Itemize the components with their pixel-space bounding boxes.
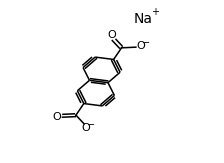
Text: O: O xyxy=(107,30,116,40)
Text: +: + xyxy=(151,7,159,17)
Text: −: − xyxy=(87,120,95,130)
Text: O: O xyxy=(137,41,146,51)
Text: −: − xyxy=(142,38,150,48)
Text: O: O xyxy=(52,112,61,122)
Text: O: O xyxy=(82,123,90,133)
Text: Na: Na xyxy=(134,12,153,26)
